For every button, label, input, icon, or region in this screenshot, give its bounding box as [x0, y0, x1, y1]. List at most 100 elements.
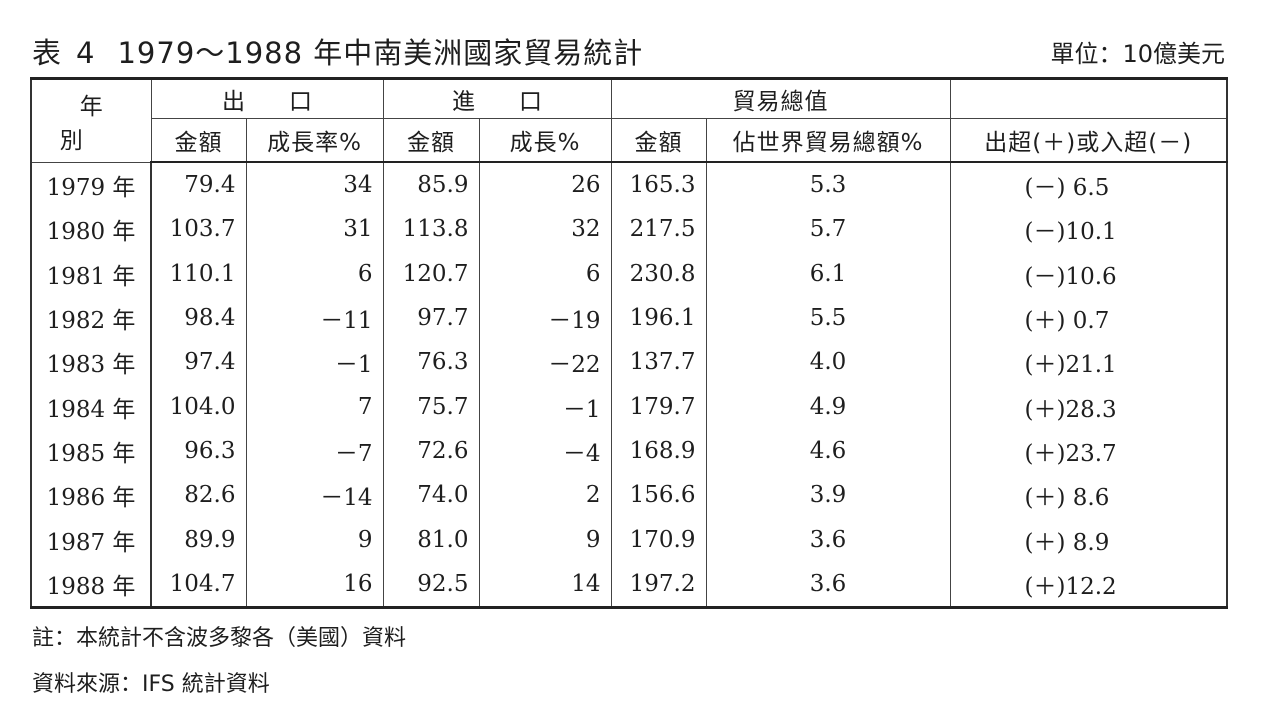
world-share-cell: 4.9	[705, 384, 951, 429]
export-growth-cell: －7	[245, 428, 384, 474]
title-prefix: 表	[32, 36, 63, 70]
year-cell: 1980 年	[30, 207, 152, 252]
import-amount-cell: 74.0	[382, 473, 480, 518]
header-blank	[949, 78, 1228, 119]
title-number: 4	[76, 36, 96, 70]
total-amount-cell: 230.8	[610, 251, 707, 296]
import-amount-cell: 113.8	[382, 207, 480, 252]
balance-cell: (＋)28.3	[949, 384, 1228, 429]
table-row: 1981 年 110.1 6 120.7 6 230.8 6.1 (－)10.6	[30, 251, 1228, 296]
table-row: 1984 年 104.0 7 75.7 －1 179.7 4.9 (＋)28.3	[30, 384, 1228, 429]
header-year: 年 別	[30, 78, 166, 163]
world-share-cell: 4.0	[705, 340, 951, 385]
balance-cell: (＋)23.7	[949, 428, 1228, 474]
header-balance: 出超(＋)或入超(－)	[949, 118, 1228, 163]
table-row: 1988 年 104.7 16 92.5 14 197.2 3.6 (＋)12.2	[30, 561, 1228, 608]
export-amount-cell: 110.1	[150, 251, 247, 296]
export-growth-cell: －14	[245, 473, 384, 518]
export-growth-cell: 16	[245, 561, 384, 608]
import-amount-cell: 72.6	[382, 428, 480, 474]
import-growth-cell: 14	[478, 561, 612, 608]
export-amount-cell: 96.3	[150, 428, 247, 474]
import-amount-cell: 85.9	[382, 162, 480, 208]
world-share-cell: 3.6	[705, 561, 951, 608]
world-share-cell: 4.6	[705, 428, 951, 474]
export-amount-cell: 79.4	[150, 162, 247, 208]
export-growth-cell: 7	[245, 384, 384, 429]
export-amount-cell: 104.0	[150, 384, 247, 429]
header-export-amount: 金額	[150, 118, 247, 163]
table-row: 1983 年 97.4 －1 76.3 －22 137.7 4.0 (＋)21.1	[30, 340, 1228, 385]
import-amount-cell: 75.7	[382, 384, 480, 429]
import-growth-cell: －19	[478, 295, 612, 341]
header-import-growth: 成長%	[478, 118, 612, 163]
world-share-cell: 3.9	[705, 473, 951, 518]
total-amount-cell: 217.5	[610, 207, 707, 252]
import-amount-cell: 81.0	[382, 517, 480, 562]
total-amount-cell: 156.6	[610, 473, 707, 518]
year-cell: 1988 年	[30, 561, 152, 608]
world-share-cell: 6.1	[705, 251, 951, 296]
balance-cell: (＋) 8.9	[949, 517, 1228, 562]
export-amount-cell: 82.6	[150, 473, 247, 518]
header-import-amount: 金額	[382, 118, 480, 163]
header-exports: 出口	[150, 78, 384, 119]
export-growth-cell: 34	[245, 162, 384, 208]
header-total-amount: 金額	[610, 118, 707, 163]
table-title: 表 4 1979～1988 年中南美洲國家貿易統計	[32, 30, 643, 72]
import-growth-cell: －4	[478, 428, 612, 474]
year-cell: 1979 年	[30, 162, 152, 208]
table-row: 1980 年 103.7 31 113.8 32 217.5 5.7 (－)10.1	[30, 207, 1228, 252]
balance-cell: (＋) 8.6	[949, 473, 1228, 518]
year-cell: 1985 年	[30, 428, 152, 474]
world-share-cell: 5.5	[705, 295, 951, 341]
trade-statistics-table: 年 別 出口 進口 貿易總值 金額 成長率% 金額 成長% 金額 佔世界貿易總額…	[30, 77, 1228, 609]
year-cell: 1981 年	[30, 251, 152, 296]
import-growth-cell: 32	[478, 207, 612, 252]
total-amount-cell: 196.1	[610, 295, 707, 341]
import-amount-cell: 76.3	[382, 340, 480, 385]
export-amount-cell: 103.7	[150, 207, 247, 252]
year-cell: 1983 年	[30, 340, 152, 385]
table-row: 1986 年 82.6 －14 74.0 2 156.6 3.9 (＋) 8.6	[30, 473, 1228, 518]
total-amount-cell: 179.7	[610, 384, 707, 429]
table-row: 1987 年 89.9 9 81.0 9 170.9 3.6 (＋) 8.9	[30, 517, 1228, 562]
source-note: 資料來源：IFS 統計資料	[32, 672, 270, 697]
import-growth-cell: 2	[478, 473, 612, 518]
total-amount-cell: 170.9	[610, 517, 707, 562]
balance-cell: (－) 6.5	[949, 162, 1228, 208]
import-growth-cell: －1	[478, 384, 612, 429]
world-share-cell: 5.7	[705, 207, 951, 252]
table-row: 1979 年 79.4 34 85.9 26 165.3 5.3 (－) 6.5	[30, 162, 1228, 208]
export-amount-cell: 97.4	[150, 340, 247, 385]
year-cell: 1984 年	[30, 384, 152, 429]
import-growth-cell: 26	[478, 162, 612, 208]
header-trade-total: 貿易總值	[610, 78, 951, 119]
world-share-cell: 5.3	[705, 162, 951, 208]
balance-cell: (－)10.1	[949, 207, 1228, 252]
table-row: 1982 年 98.4 －11 97.7 －19 196.1 5.5 (＋) 0.7	[30, 295, 1228, 341]
export-growth-cell: 31	[245, 207, 384, 252]
world-share-cell: 3.6	[705, 517, 951, 562]
total-amount-cell: 168.9	[610, 428, 707, 474]
export-growth-cell: －11	[245, 295, 384, 341]
balance-cell: (－)10.6	[949, 251, 1228, 296]
header-imports: 進口	[382, 78, 612, 119]
title-text: 1979～1988 年中南美洲國家貿易統計	[117, 36, 644, 70]
balance-cell: (＋) 0.7	[949, 295, 1228, 341]
table-row: 1985 年 96.3 －7 72.6 －4 168.9 4.6 (＋)23.7	[30, 428, 1228, 474]
export-amount-cell: 98.4	[150, 295, 247, 341]
export-growth-cell: 6	[245, 251, 384, 296]
year-cell: 1987 年	[30, 517, 152, 562]
export-growth-cell: －1	[245, 340, 384, 385]
total-amount-cell: 165.3	[610, 162, 707, 208]
balance-cell: (＋)12.2	[949, 561, 1228, 608]
footnote: 註：本統計不含波多黎各（美國）資料	[32, 626, 407, 651]
year-cell: 1982 年	[30, 295, 152, 341]
import-growth-cell: －22	[478, 340, 612, 385]
unit-label: 單位：10億美元	[1050, 40, 1225, 68]
import-growth-cell: 6	[478, 251, 612, 296]
import-amount-cell: 120.7	[382, 251, 480, 296]
header-export-growth: 成長率%	[245, 118, 384, 163]
import-amount-cell: 92.5	[382, 561, 480, 608]
